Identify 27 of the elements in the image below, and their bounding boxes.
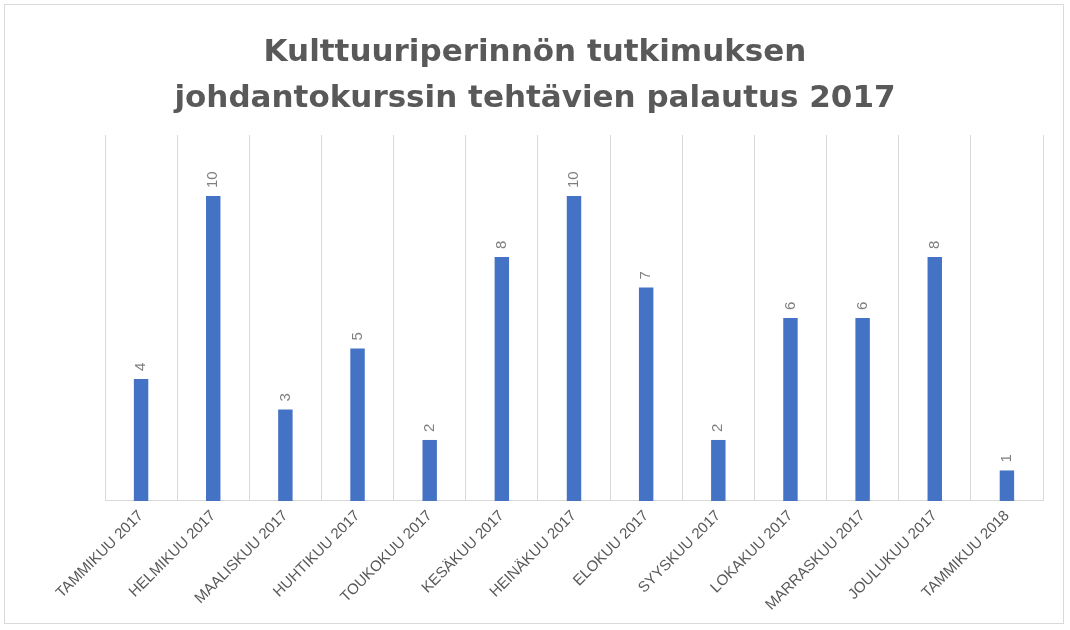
data-label: 2	[708, 423, 726, 432]
data-label: 6	[852, 301, 870, 310]
data-label: 4	[131, 362, 149, 371]
data-label: 8	[924, 240, 942, 249]
data-label: 8	[491, 240, 509, 249]
bar	[711, 439, 726, 501]
bar	[927, 256, 942, 501]
data-label: 2	[419, 423, 437, 432]
bar	[566, 195, 582, 501]
bar	[422, 439, 437, 501]
data-label: 6	[780, 301, 798, 310]
bar	[638, 287, 654, 501]
data-label: 10	[564, 171, 582, 188]
data-label: 10	[203, 171, 221, 188]
bar	[999, 470, 1015, 501]
bar	[206, 195, 221, 501]
chart-title: Kulttuuriperinnön tutkimuksen johdantokurssin tehtävien palautus 2017	[172, 31, 897, 116]
bar	[350, 348, 365, 501]
data-label: 1	[997, 454, 1015, 463]
bar	[278, 409, 293, 501]
bar	[494, 256, 510, 501]
bar	[783, 317, 798, 501]
data-label: 5	[347, 332, 365, 341]
bar	[855, 317, 870, 501]
data-label: 7	[636, 271, 654, 280]
bar	[133, 378, 149, 501]
data-label: 3	[275, 393, 293, 402]
